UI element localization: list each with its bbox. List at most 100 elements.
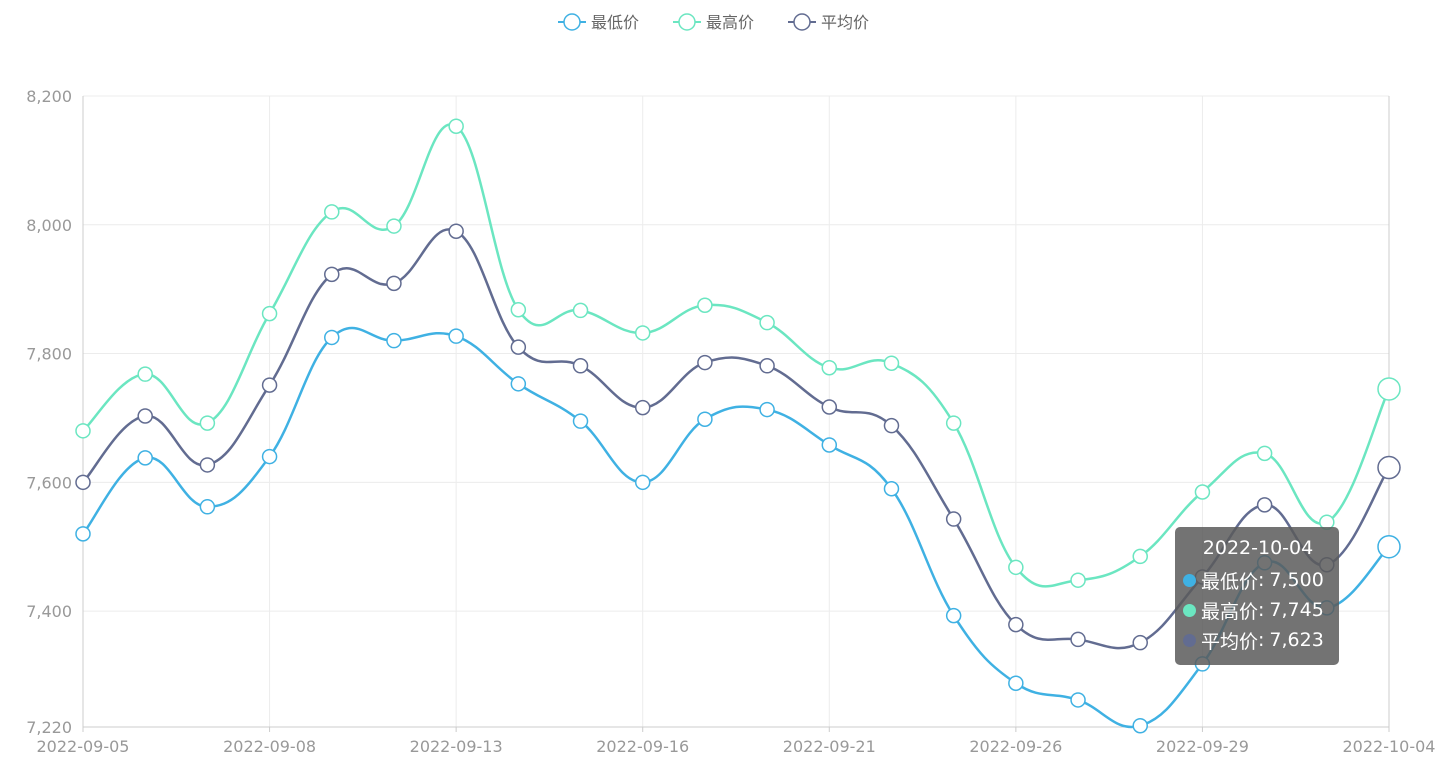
data-point-max-2022-09-09[interactable]: [324, 204, 340, 220]
legend-max-marker: [678, 13, 696, 31]
data-point-min-2022-09-14[interactable]: [510, 376, 527, 392]
data-point-max-2022-09-16[interactable]: [634, 325, 651, 341]
data-point-max-2022-09-07[interactable]: [199, 415, 216, 431]
data-point-max-2022-09-27[interactable]: [1070, 572, 1086, 588]
x-tick-label-2022-09-16: 2022-09-16: [596, 737, 689, 756]
data-point-avg-2022-09-12[interactable]: [386, 275, 402, 292]
data-point-min-2022-09-19[interactable]: [697, 411, 713, 427]
series-layer: [75, 118, 1401, 734]
legend-avg-label: 平均价: [821, 13, 869, 32]
legend-avg-marker: [793, 13, 811, 31]
legend-item-max[interactable]: 最高价: [673, 13, 754, 32]
legend-item-avg[interactable]: 平均价: [788, 13, 869, 32]
tooltip-avg-dot: [1183, 633, 1196, 647]
data-point-max-2022-09-26[interactable]: [1008, 559, 1024, 576]
data-point-max-2022-09-12[interactable]: [386, 218, 402, 234]
legend[interactable]: 最低价 最高价 平均价: [558, 13, 869, 32]
x-tick-label-2022-09-13: 2022-09-13: [410, 737, 503, 756]
x-tick-label-2022-09-05: 2022-09-05: [37, 737, 130, 756]
data-point-avg-2022-09-26[interactable]: [1008, 616, 1024, 633]
data-point-avg-2022-09-28[interactable]: [1132, 634, 1148, 651]
tooltip: 2022-10-04 最低价: 7,500 最高价: 7,745 平均价: 7,…: [1175, 527, 1339, 665]
series-max-line: [82, 123, 1391, 588]
data-point-max-2022-09-15[interactable]: [572, 302, 589, 319]
tooltip-avg-label: 平均价: [1201, 630, 1259, 653]
tooltip-row-min: 最低价: 7,500: [1183, 565, 1333, 595]
data-point-min-2022-09-05[interactable]: [75, 526, 91, 542]
data-point-min-2022-09-27[interactable]: [1070, 692, 1086, 708]
data-point-max-2022-09-22[interactable]: [883, 355, 900, 371]
axes: 7,220 7,400 7,600 7,800 8,000 8,200 2022-09-05…: [26, 87, 1435, 756]
data-point-min-2022-09-28[interactable]: [1132, 717, 1148, 734]
x-tick-label-2022-09-08: 2022-09-08: [223, 737, 316, 756]
x-tick-label-2022-09-26: 2022-09-26: [969, 737, 1062, 756]
tooltip-min-dot: [1183, 573, 1196, 587]
data-point-avg-2022-09-13[interactable]: [448, 223, 464, 239]
tooltip-date: 2022-10-04: [1202, 537, 1314, 559]
y-tick-label-7600: 7,600: [26, 473, 72, 492]
data-point-max-2022-10-04[interactable]: [1377, 377, 1401, 401]
series-avg: [75, 223, 1401, 651]
data-point-min-2022-09-09[interactable]: [324, 329, 340, 346]
y-tick-label-8200: 8,200: [26, 87, 72, 106]
data-point-avg-2022-09-08[interactable]: [261, 377, 278, 393]
data-point-avg-2022-09-27[interactable]: [1070, 631, 1086, 648]
data-point-max-2022-09-30[interactable]: [1256, 445, 1273, 462]
x-tick-label-2022-09-21: 2022-09-21: [783, 737, 876, 756]
data-point-max-2022-09-20[interactable]: [759, 314, 775, 331]
data-point-avg-2022-09-05[interactable]: [75, 474, 91, 491]
data-point-avg-2022-09-21[interactable]: [821, 399, 838, 415]
data-point-max-2022-09-14[interactable]: [510, 302, 527, 318]
data-point-max-2022-09-29[interactable]: [1194, 484, 1211, 500]
tooltip-max-value: 7,745: [1269, 599, 1324, 621]
legend-item-min[interactable]: 最低价: [558, 13, 639, 32]
series-max: [75, 118, 1401, 588]
data-point-avg-2022-09-19[interactable]: [697, 354, 713, 371]
y-tick-label-7400: 7,400: [26, 602, 72, 621]
data-point-min-2022-09-15[interactable]: [572, 413, 589, 429]
data-point-max-2022-09-06[interactable]: [137, 366, 153, 382]
tooltip-row-max: 最高价: 7,745: [1183, 595, 1333, 625]
data-point-avg-2022-09-07[interactable]: [199, 457, 216, 473]
data-point-avg-2022-09-15[interactable]: [572, 358, 589, 374]
data-point-min-2022-09-23[interactable]: [945, 607, 962, 624]
data-point-min-2022-09-12[interactable]: [386, 332, 402, 349]
tooltip-row-avg: 平均价: 7,623: [1183, 625, 1333, 655]
data-point-avg-2022-09-16[interactable]: [634, 399, 651, 416]
data-point-min-2022-09-08[interactable]: [261, 448, 278, 465]
data-point-max-2022-09-19[interactable]: [697, 297, 713, 314]
data-point-min-2022-09-07[interactable]: [199, 499, 216, 515]
data-point-max-2022-09-13[interactable]: [448, 118, 464, 135]
data-point-min-2022-09-13[interactable]: [448, 328, 464, 344]
data-point-avg-2022-09-22[interactable]: [883, 417, 900, 434]
data-point-avg-2022-09-06[interactable]: [137, 408, 153, 424]
data-point-avg-2022-09-09[interactable]: [324, 266, 340, 283]
data-point-min-2022-10-04[interactable]: [1377, 534, 1401, 559]
data-point-avg-2022-09-14[interactable]: [510, 339, 527, 355]
legend-min-label: 最低价: [591, 13, 639, 32]
data-point-min-2022-09-26[interactable]: [1008, 675, 1024, 691]
x-tick-label-2022-10-04: 2022-10-04: [1343, 737, 1436, 756]
data-point-avg-2022-09-23[interactable]: [945, 511, 962, 527]
data-point-max-2022-09-28[interactable]: [1132, 548, 1148, 565]
data-point-min-2022-09-22[interactable]: [883, 481, 900, 497]
data-point-max-2022-09-23[interactable]: [945, 415, 962, 431]
y-tick-label-8000: 8,000: [26, 216, 72, 235]
series-min-line: [82, 326, 1390, 729]
data-point-min-2022-09-16[interactable]: [634, 474, 651, 491]
data-point-max-2022-09-05[interactable]: [75, 423, 91, 439]
data-point-avg-2022-09-30[interactable]: [1256, 497, 1273, 513]
data-point-max-2022-09-21[interactable]: [821, 359, 838, 376]
data-point-min-2022-09-06[interactable]: [137, 450, 153, 466]
tooltip-min-label: 最低价: [1201, 570, 1259, 593]
data-point-max-2022-09-08[interactable]: [261, 305, 278, 322]
data-point-avg-2022-09-20[interactable]: [759, 358, 775, 374]
tooltip-min-value: 7,500: [1269, 569, 1324, 591]
data-point-avg-2022-10-04[interactable]: [1377, 455, 1401, 480]
legend-min-marker: [563, 13, 581, 31]
y-tick-label-7800: 7,800: [26, 345, 72, 364]
legend-max-label: 最高价: [706, 13, 754, 32]
data-point-min-2022-09-20[interactable]: [759, 401, 775, 418]
data-point-min-2022-09-21[interactable]: [821, 437, 838, 453]
